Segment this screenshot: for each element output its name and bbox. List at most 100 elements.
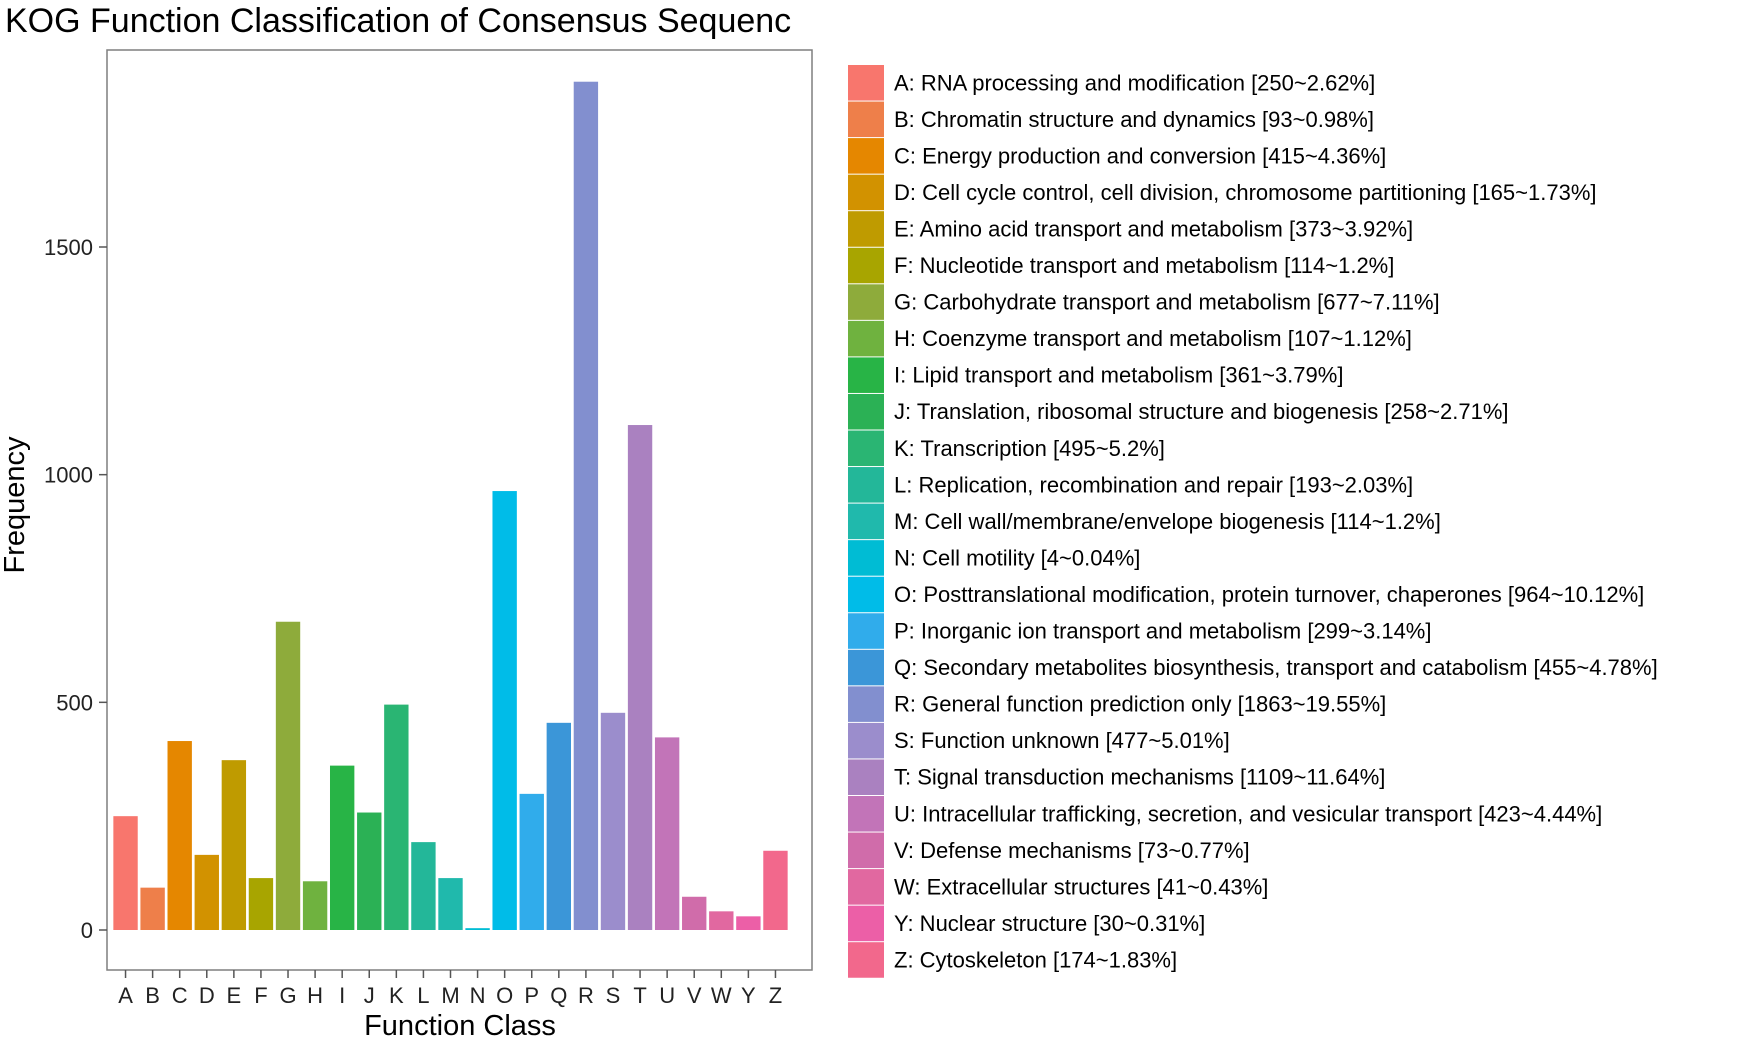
x-tick-label: N xyxy=(470,983,486,1008)
legend-label-T: T: Signal transduction mechanisms [1109~… xyxy=(894,765,1385,790)
bar-Q xyxy=(546,722,572,930)
legend-key-Z xyxy=(848,942,884,978)
legend-label-L: L: Replication, recombination and repair… xyxy=(894,472,1413,497)
legend-label-U: U: Intracellular trafficking, secretion,… xyxy=(894,801,1602,826)
bar-R xyxy=(573,81,599,931)
x-tick-label: O xyxy=(496,983,513,1008)
y-tick-label: 0 xyxy=(81,918,93,943)
bar-P xyxy=(519,793,544,930)
bar-Y xyxy=(736,916,761,930)
x-tick-label: I xyxy=(339,983,345,1008)
bar-M xyxy=(438,878,463,930)
bar-K xyxy=(384,704,409,930)
legend-label-W: W: Extracellular structures [41~0.43%] xyxy=(894,874,1268,899)
legend-key-B xyxy=(848,101,884,138)
legend-key-R xyxy=(848,686,884,722)
bar-U xyxy=(654,737,680,930)
y-axis: 0 500 1000 1500 xyxy=(44,235,107,943)
x-tick-label: M xyxy=(441,983,459,1008)
legend-label-Q: Q: Secondary metabolites biosynthesis, t… xyxy=(894,655,1658,680)
bar-O xyxy=(492,491,517,930)
legend-key-K xyxy=(848,430,884,467)
bar-E xyxy=(221,760,247,930)
legend-key-N xyxy=(848,540,884,576)
y-axis-title: Frequency xyxy=(0,436,31,574)
legend-key-D xyxy=(848,174,884,211)
legend-key-G xyxy=(848,284,884,320)
legend-label-R: R: General function prediction only [186… xyxy=(894,692,1386,717)
x-tick-label: C xyxy=(172,983,188,1008)
y-tick-label: 1500 xyxy=(44,235,93,260)
legend: A: RNA processing and modification [250~… xyxy=(848,65,1658,978)
x-tick-label: P xyxy=(524,983,539,1008)
x-tick-label: L xyxy=(417,983,429,1008)
legend-key-P xyxy=(848,613,884,649)
bar-F xyxy=(248,878,274,930)
bar-B xyxy=(140,887,165,930)
legend-label-S: S: Function unknown [477~5.01%] xyxy=(894,728,1230,753)
x-tick-label: U xyxy=(659,983,675,1008)
x-tick-label: G xyxy=(279,983,296,1008)
legend-key-W xyxy=(848,869,884,905)
x-tick-label: V xyxy=(687,983,702,1008)
bar-T xyxy=(627,425,653,930)
y-tick-label: 500 xyxy=(56,690,93,715)
bar-J xyxy=(357,812,382,930)
bar-Z xyxy=(763,850,788,930)
bar-L xyxy=(411,842,436,930)
x-tick-label: D xyxy=(199,983,215,1008)
legend-label-Z: Z: Cytoskeleton [174~1.83%] xyxy=(894,947,1177,972)
legend-key-Q xyxy=(848,649,884,686)
x-tick-label: T xyxy=(633,983,646,1008)
x-tick-label: F xyxy=(254,983,267,1008)
legend-label-E: E: Amino acid transport and metabolism [… xyxy=(894,216,1413,241)
x-tick-label: H xyxy=(307,983,323,1008)
legend-label-I: I: Lipid transport and metabolism [361~3… xyxy=(894,363,1343,388)
legend-key-J xyxy=(848,393,884,430)
legend-key-F xyxy=(848,247,884,284)
legend-key-Y xyxy=(848,905,884,942)
x-tick-label: Q xyxy=(550,983,567,1008)
bar-W xyxy=(709,911,734,930)
legend-key-U xyxy=(848,796,884,832)
legend-label-K: K: Transcription [495~5.2%] xyxy=(894,436,1165,461)
y-tick-label: 1000 xyxy=(44,463,93,488)
bar-S xyxy=(600,712,626,930)
legend-key-E xyxy=(848,211,884,247)
bar-H xyxy=(302,881,328,930)
legend-label-N: N: Cell motility [4~0.04%] xyxy=(894,545,1140,570)
legend-key-T xyxy=(848,759,884,795)
bar-G xyxy=(275,621,301,930)
x-tick-label: E xyxy=(227,983,242,1008)
legend-label-G: G: Carbohydrate transport and metabolism… xyxy=(894,290,1440,315)
legend-label-B: B: Chromatin structure and dynamics [93~… xyxy=(894,107,1374,132)
bar-D xyxy=(194,854,219,930)
legend-key-C xyxy=(848,138,884,174)
legend-label-H: H: Coenzyme transport and metabolism [10… xyxy=(894,326,1412,351)
legend-key-M xyxy=(848,503,884,540)
x-tick-label: Y xyxy=(741,983,756,1008)
legend-key-L xyxy=(848,467,884,503)
x-tick-label: R xyxy=(578,983,594,1008)
legend-key-V xyxy=(848,832,884,869)
x-tick-label: K xyxy=(389,983,404,1008)
bar-A xyxy=(113,816,138,930)
bar-I xyxy=(329,765,355,930)
legend-label-D: D: Cell cycle control, cell division, ch… xyxy=(894,180,1597,205)
legend-label-Y: Y: Nuclear structure [30~0.31%] xyxy=(894,911,1205,936)
x-tick-label: J xyxy=(364,983,375,1008)
plot-panel xyxy=(106,49,813,971)
bar-C xyxy=(167,741,192,930)
legend-key-O xyxy=(848,576,884,613)
legend-key-I xyxy=(848,357,884,393)
legend-label-J: J: Translation, ribosomal structure and … xyxy=(894,399,1509,424)
legend-label-O: O: Posttranslational modification, prote… xyxy=(894,582,1644,607)
x-tick-label: S xyxy=(606,983,621,1008)
legend-label-M: M: Cell wall/membrane/envelope biogenesi… xyxy=(894,509,1441,534)
legend-label-C: C: Energy production and conversion [415… xyxy=(894,143,1386,168)
x-axis-title: Function Class xyxy=(364,1010,556,1042)
legend-label-P: P: Inorganic ion transport and metabolis… xyxy=(894,619,1432,644)
legend-key-S xyxy=(848,722,884,759)
